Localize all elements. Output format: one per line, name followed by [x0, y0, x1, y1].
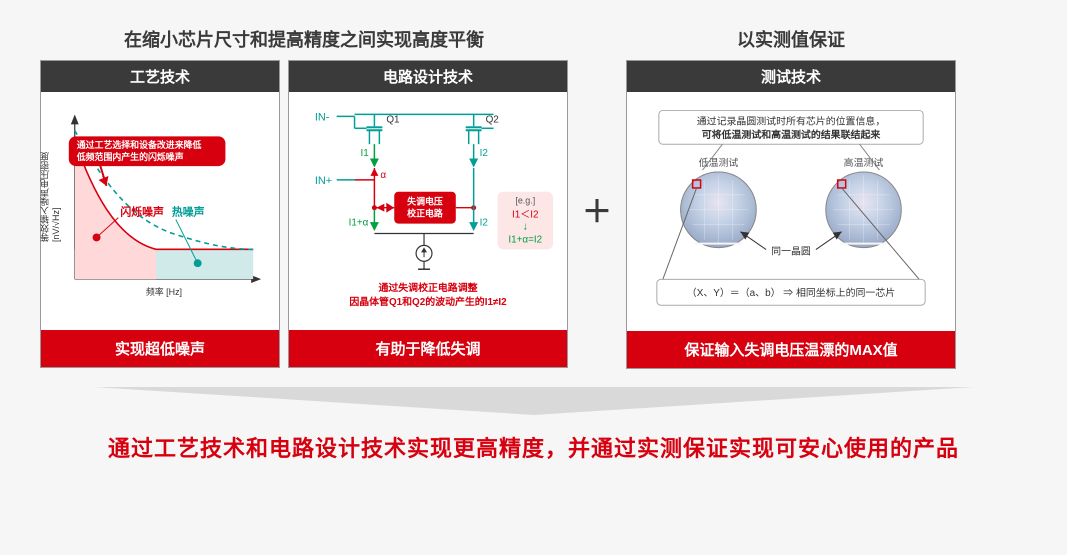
svg-text:IN-: IN- — [315, 111, 330, 123]
svg-text:I1: I1 — [361, 148, 370, 159]
svg-text:α: α — [380, 170, 386, 181]
svg-text:闪烁噪声: 闪烁噪声 — [120, 205, 164, 219]
svg-text:通过记录晶圆测试时所有芯片的位置信息，: 通过记录晶圆测试时所有芯片的位置信息， — [697, 114, 886, 127]
svg-text:同一晶圆: 同一晶圆 — [771, 246, 811, 258]
wafer-diagram: 通过记录晶圆测试时所有芯片的位置信息， 可将低温测试和高温测试的结果联结起来 低… — [633, 98, 949, 325]
left-panels: 工艺技术 — [40, 60, 568, 368]
right-section-title: 以实测值保证 — [626, 20, 956, 60]
svg-text:高温测试: 高温测试 — [844, 156, 884, 169]
panel-circuit: 电路设计技术 — [288, 60, 568, 368]
svg-text:（X、Y）＝（a、b） ⇒ 相同坐标上的同一芯片: （X、Y）＝（a、b） ⇒ 相同坐标上的同一芯片 — [687, 286, 895, 299]
svg-text:I2: I2 — [480, 148, 489, 159]
svg-text:低温测试: 低温测试 — [699, 156, 739, 169]
svg-text:通过失调校正电路调整: 通过失调校正电路调整 — [378, 281, 477, 294]
panel2-body: Q1 Q2 IN- — [289, 92, 567, 330]
svg-text:失调电压: 失调电压 — [407, 196, 443, 207]
plus-icon: ＋ — [568, 187, 626, 231]
panel3-footer: 保证输入失调电压温漂的MAX值 — [627, 331, 955, 368]
left-section-title: 在缩小芯片尺寸和提高精度之间实现高度平衡 — [40, 20, 568, 60]
left-section: 在缩小芯片尺寸和提高精度之间实现高度平衡 工艺技术 — [40, 20, 568, 369]
right-section: 以实测值保证 测试技术 — [626, 20, 956, 369]
panel2-header: 电路设计技术 — [289, 61, 567, 92]
svg-text:因晶体管Q1和Q2的波动产生的I1≠I2: 因晶体管Q1和Q2的波动产生的I1≠I2 — [349, 295, 507, 308]
y-axis-label: 等效输入噪声电压密度[nV/√Hz] — [38, 152, 61, 242]
svg-text:Q2: Q2 — [486, 114, 500, 125]
panel-test: 测试技术 — [626, 60, 956, 369]
panel1-header: 工艺技术 — [41, 61, 279, 92]
svg-text:Q1: Q1 — [386, 114, 400, 125]
panel-process: 工艺技术 — [40, 60, 280, 368]
svg-text:通过工艺选择和设备改进来降低: 通过工艺选择和设备改进来降低 — [77, 139, 202, 150]
conclusion-text: 通过工艺技术和电路设计技术实现更高精度，并通过实测保证实现可安心使用的产品 — [40, 425, 1027, 469]
panel3-header: 测试技术 — [627, 61, 955, 92]
svg-text:频率 [Hz]: 频率 [Hz] — [146, 286, 182, 297]
panel2-footer: 有助于降低失调 — [289, 330, 567, 367]
panel3-body: 通过记录晶圆测试时所有芯片的位置信息， 可将低温测试和高温测试的结果联结起来 低… — [627, 92, 955, 331]
right-panels: 测试技术 — [626, 60, 956, 369]
svg-text:I1+α=I2: I1+α=I2 — [508, 234, 542, 245]
svg-text:I1＜I2: I1＜I2 — [512, 210, 539, 221]
svg-text:热噪声: 热噪声 — [172, 205, 205, 219]
noise-chart: 通过工艺选择和设备改进来降低 低频范围内产生的闪烁噪声 闪烁噪声 热噪声 频率 — [47, 98, 273, 324]
panel1-footer: 实现超低噪声 — [41, 330, 279, 367]
arrow-down-icon — [94, 387, 974, 415]
panel1-body: 通过工艺选择和设备改进来降低 低频范围内产生的闪烁噪声 闪烁噪声 热噪声 频率 — [41, 92, 279, 330]
svg-text:[e.g.]: [e.g.] — [515, 196, 535, 206]
svg-text:低频范围内产生的闪烁噪声: 低频范围内产生的闪烁噪声 — [76, 151, 184, 162]
svg-text:IN+: IN+ — [315, 175, 332, 187]
svg-text:校正电路: 校正电路 — [407, 208, 443, 219]
container: 在缩小芯片尺寸和提高精度之间实现高度平衡 工艺技术 — [0, 0, 1067, 489]
circuit-diagram: Q1 Q2 IN- — [295, 98, 561, 324]
top-row: 在缩小芯片尺寸和提高精度之间实现高度平衡 工艺技术 — [40, 20, 1027, 369]
svg-text:可将低温测试和高温测试的结果联结起来: 可将低温测试和高温测试的结果联结起来 — [702, 128, 881, 141]
svg-text:I2: I2 — [480, 218, 489, 229]
svg-text:I1+α: I1+α — [349, 218, 369, 229]
svg-text:↓: ↓ — [523, 221, 528, 233]
